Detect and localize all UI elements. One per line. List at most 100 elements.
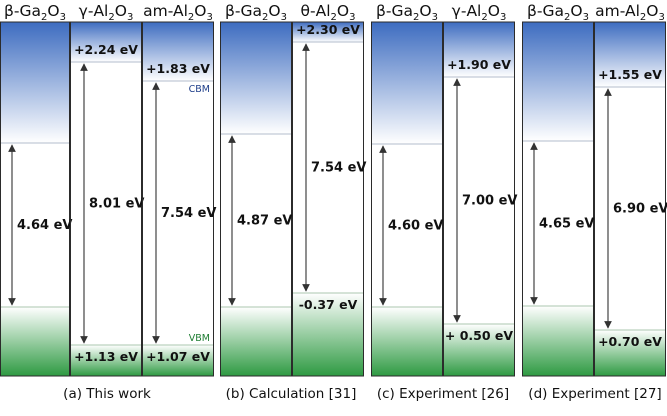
valence-band-region — [70, 345, 142, 376]
formula-subscript: 2 — [41, 12, 47, 23]
formula-element: O — [337, 2, 349, 20]
conduction-band-offset-label: +2.30 eV — [296, 22, 360, 37]
formula-subscript: 3 — [206, 12, 212, 23]
column-border — [292, 21, 364, 377]
conduction-band-region — [0, 22, 70, 143]
formula-subscript: 3 — [127, 12, 133, 23]
conduction-band-region — [70, 22, 142, 62]
formula-element: O — [488, 2, 500, 20]
column-b-0: β-Ga2O3 4.87 eV — [220, 2, 292, 377]
panel-caption: (b) Calculation [31] — [226, 386, 357, 402]
formula-subscript: 3 — [281, 12, 287, 23]
formula-subscript: 2 — [640, 12, 646, 23]
formula-element: O — [419, 2, 431, 20]
conduction-band-region — [220, 22, 292, 134]
material-header: γ-Al2O3 — [79, 2, 134, 23]
formula-element: O — [115, 2, 127, 20]
material-header: am-Al2O3 — [595, 2, 665, 23]
material-header: γ-Al2O3 — [452, 2, 507, 23]
valence-band-region — [0, 307, 70, 376]
valence-band-region — [220, 307, 292, 376]
column-d-0: β-Ga2O3 4.65 eV — [522, 2, 594, 377]
conduction-band-offset-label: +1.90 eV — [447, 57, 511, 72]
conduction-band-region — [371, 22, 443, 144]
material-header: θ-Al2O3 — [301, 2, 356, 23]
column-border — [443, 21, 515, 377]
column-border — [142, 21, 214, 377]
valence-band-region — [594, 330, 666, 376]
column-border — [594, 21, 666, 377]
valence-band-region — [292, 293, 364, 376]
formula-subscript: 2 — [481, 12, 487, 23]
column-border — [371, 21, 443, 377]
column-border — [220, 21, 292, 377]
column-border — [70, 21, 142, 377]
bandgap-label: 7.00 eV — [462, 194, 517, 209]
formula-element: O — [194, 2, 206, 20]
formula-element: O — [47, 2, 59, 20]
conduction-band-region — [522, 22, 594, 141]
material-name: β-Ga — [225, 2, 262, 20]
formula-subscript: 2 — [564, 12, 570, 23]
valence-band-offset-label: -0.37 eV — [299, 297, 358, 312]
material-name: am-Al — [595, 2, 640, 20]
valence-band-region — [443, 324, 515, 376]
conduction-band-offset-label: +2.24 eV — [74, 42, 138, 57]
valence-band-offset-label: +0.70 eV — [598, 334, 662, 349]
formula-subscript: 3 — [432, 12, 438, 23]
cbm-label: CBM — [189, 84, 210, 95]
formula-subscript: 2 — [188, 12, 194, 23]
material-name: am-Al — [143, 2, 188, 20]
column-a-0: β-Ga2O3 4.64 eV — [0, 2, 72, 377]
valence-band-region — [522, 306, 594, 376]
valence-band-offset-label: + 0.50 eV — [445, 328, 513, 343]
material-header: β-Ga2O3 — [4, 2, 66, 23]
formula-subscript: 2 — [331, 12, 337, 23]
material-name: β-Ga — [376, 2, 413, 20]
bandgap-label: 8.01 eV — [89, 197, 144, 212]
column-border — [0, 21, 70, 377]
valence-band-offset-label: +1.13 eV — [74, 349, 138, 364]
formula-subscript: 3 — [658, 12, 664, 23]
bandgap-label: 6.90 eV — [613, 202, 667, 217]
material-header: β-Ga2O3 — [527, 2, 589, 23]
vbm-label: VBM — [189, 333, 210, 344]
conduction-band-region — [443, 22, 515, 77]
material-header: β-Ga2O3 — [225, 2, 287, 23]
formula-subscript: 2 — [262, 12, 268, 23]
formula-element: O — [268, 2, 280, 20]
formula-subscript: 3 — [500, 12, 506, 23]
material-name: γ-Al — [79, 2, 109, 20]
valence-band-offset-label: +1.07 eV — [146, 349, 210, 364]
column-a-2: am-Al2O3 7.54 eV +1.83 eV +1.07 eV CBM VBM — [142, 2, 216, 377]
formula-element: O — [646, 2, 658, 20]
formula-element: O — [570, 2, 582, 20]
conduction-band-region — [142, 22, 214, 81]
bandgap-label: 4.60 eV — [388, 219, 443, 234]
bandgap-label: 7.54 eV — [311, 161, 366, 176]
material-name: β-Ga — [527, 2, 564, 20]
material-name: γ-Al — [452, 2, 482, 20]
bandgap-label: 4.64 eV — [17, 218, 72, 233]
formula-subscript: 3 — [349, 12, 355, 23]
formula-subscript: 2 — [413, 12, 419, 23]
valence-band-region — [142, 345, 214, 376]
material-header: am-Al2O3 — [143, 2, 213, 23]
column-b-1: θ-Al2O3 7.54 eV +2.30 eV -0.37 eV — [292, 2, 366, 377]
conduction-band-offset-label: +1.83 eV — [146, 61, 210, 76]
column-d-1: am-Al2O3 6.90 eV +1.55 eV +0.70 eV — [594, 2, 667, 377]
material-header: β-Ga2O3 — [376, 2, 438, 23]
valence-band-region — [371, 307, 443, 376]
conduction-band-region — [292, 22, 364, 42]
material-name: β-Ga — [4, 2, 41, 20]
bandgap-label: 4.65 eV — [539, 217, 594, 232]
panel-caption: (c) Experiment [26] — [377, 386, 509, 402]
column-c-0: β-Ga2O3 4.60 eV — [371, 2, 443, 377]
column-border — [522, 21, 594, 377]
column-c-1: γ-Al2O3 7.00 eV +1.90 eV + 0.50 eV — [443, 2, 517, 377]
bandgap-label: 7.54 eV — [161, 206, 216, 221]
